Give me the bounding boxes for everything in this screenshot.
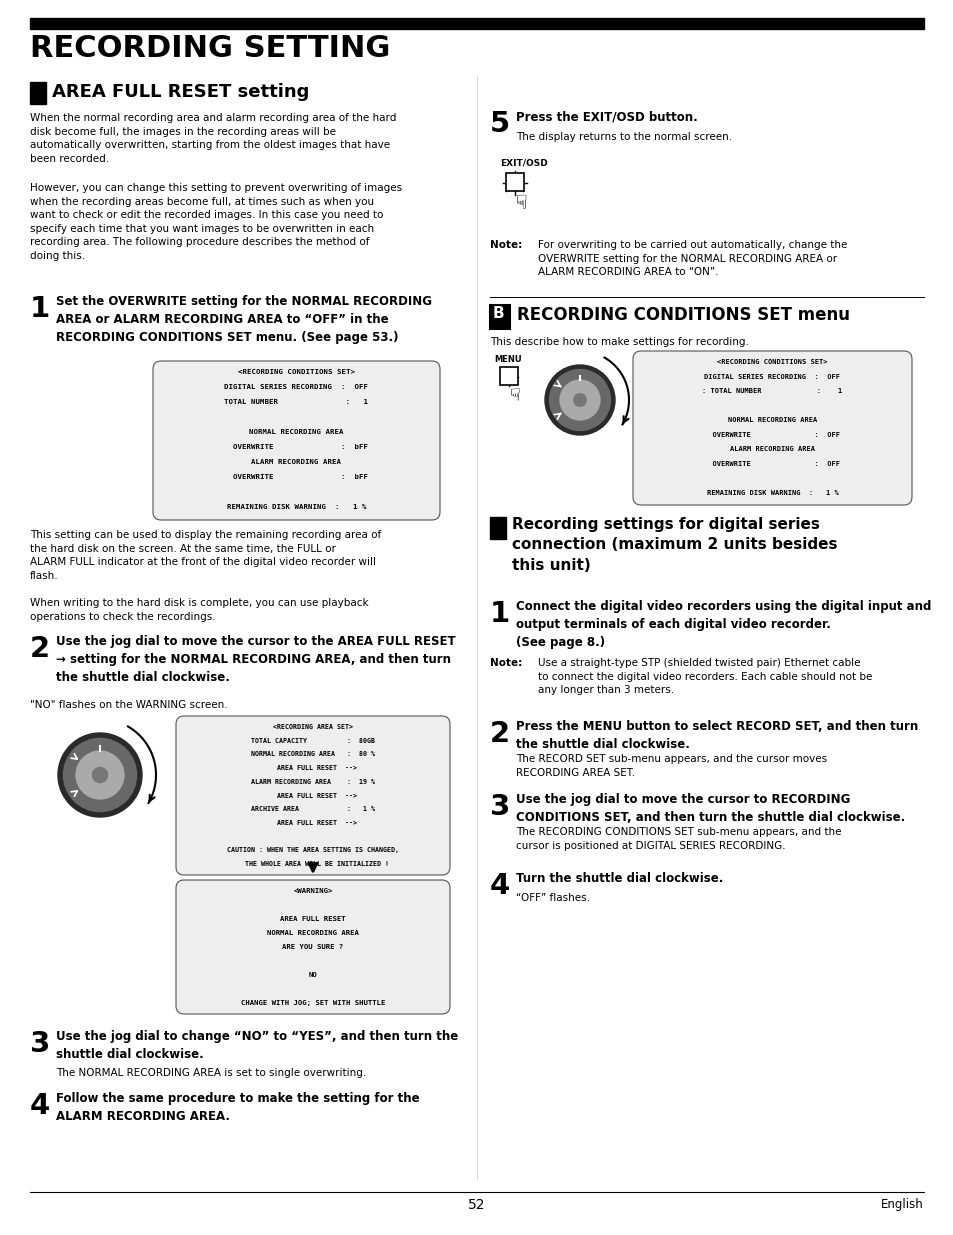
Text: 4: 4 xyxy=(30,1092,51,1120)
Text: 2: 2 xyxy=(490,720,510,748)
Text: The display returns to the normal screen.: The display returns to the normal screen… xyxy=(516,132,731,142)
Text: Press the EXIT/OSD button.: Press the EXIT/OSD button. xyxy=(516,110,697,124)
FancyBboxPatch shape xyxy=(490,305,510,329)
Text: The RECORD SET sub-menu appears, and the cursor moves
RECORDING AREA SET.: The RECORD SET sub-menu appears, and the… xyxy=(516,755,826,778)
Text: ☞: ☞ xyxy=(502,387,520,401)
Text: REMAINING DISK WARNING  :   1 %: REMAINING DISK WARNING : 1 % xyxy=(227,504,366,510)
Text: 3: 3 xyxy=(30,1030,51,1058)
Text: When writing to the hard disk is complete, you can use playback
operations to ch: When writing to the hard disk is complet… xyxy=(30,598,368,621)
Text: <RECORDING AREA SET>: <RECORDING AREA SET> xyxy=(273,724,353,730)
Text: RECORDING SETTING: RECORDING SETTING xyxy=(30,35,390,63)
Text: NORMAL RECORDING AREA: NORMAL RECORDING AREA xyxy=(727,417,817,424)
Bar xyxy=(30,19,923,28)
Text: NO: NO xyxy=(309,972,317,978)
Text: ☞: ☞ xyxy=(508,193,527,210)
Text: : TOTAL NUMBER             :    1: : TOTAL NUMBER : 1 xyxy=(701,388,841,394)
FancyBboxPatch shape xyxy=(175,881,450,1014)
Text: ALARM RECORDING AREA: ALARM RECORDING AREA xyxy=(729,446,814,452)
Text: RECORDING CONDITIONS SET menu: RECORDING CONDITIONS SET menu xyxy=(517,306,849,324)
Text: ALARM RECORDING AREA    :  19 %: ALARM RECORDING AREA : 19 % xyxy=(251,779,375,785)
Text: When the normal recording area and alarm recording area of the hard
disk become : When the normal recording area and alarm… xyxy=(30,112,395,164)
Text: <RECORDING CONDITIONS SET>: <RECORDING CONDITIONS SET> xyxy=(717,359,827,366)
Text: AREA FULL RESET  -->: AREA FULL RESET --> xyxy=(269,766,356,771)
Text: 1: 1 xyxy=(30,295,51,324)
Text: AREA FULL RESET  -->: AREA FULL RESET --> xyxy=(269,793,356,799)
Text: Use the jog dial to move the cursor to the AREA FULL RESET
→ setting for the NOR: Use the jog dial to move the cursor to t… xyxy=(56,635,456,684)
Text: OVERWRITE               :  OFF: OVERWRITE : OFF xyxy=(703,432,840,438)
Text: For overwriting to be carried out automatically, change the
OVERWRITE setting fo: For overwriting to be carried out automa… xyxy=(537,240,846,277)
Text: OVERWRITE               :  bFF: OVERWRITE : bFF xyxy=(224,474,368,480)
Text: Turn the shuttle dial clockwise.: Turn the shuttle dial clockwise. xyxy=(516,872,722,885)
Text: Follow the same procedure to make the setting for the
ALARM RECORDING AREA.: Follow the same procedure to make the se… xyxy=(56,1092,419,1123)
Text: CAUTION : WHEN THE AREA SETTING IS CHANGED,: CAUTION : WHEN THE AREA SETTING IS CHANG… xyxy=(227,847,398,853)
Text: 4: 4 xyxy=(490,872,510,900)
FancyBboxPatch shape xyxy=(633,351,911,505)
Text: AREA FULL RESET: AREA FULL RESET xyxy=(280,916,345,923)
Text: AREA FULL RESET  -->: AREA FULL RESET --> xyxy=(269,820,356,826)
Circle shape xyxy=(544,366,615,435)
Text: The RECORDING CONDITIONS SET sub-menu appears, and the
cursor is positioned at D: The RECORDING CONDITIONS SET sub-menu ap… xyxy=(516,827,841,851)
Text: OVERWRITE               :  bFF: OVERWRITE : bFF xyxy=(224,445,368,451)
Text: This setting can be used to display the remaining recording area of
the hard dis: This setting can be used to display the … xyxy=(30,530,381,580)
Bar xyxy=(30,82,46,104)
Text: Set the OVERWRITE setting for the NORMAL RECORDING
AREA or ALARM RECORDING AREA : Set the OVERWRITE setting for the NORMAL… xyxy=(56,295,432,345)
Bar xyxy=(490,517,505,538)
Text: Use the jog dial to move the cursor to RECORDING
CONDITIONS SET, and then turn t: Use the jog dial to move the cursor to R… xyxy=(516,793,904,824)
Text: 2: 2 xyxy=(30,635,51,663)
Circle shape xyxy=(549,369,610,431)
Text: NORMAL RECORDING AREA: NORMAL RECORDING AREA xyxy=(267,930,358,936)
Circle shape xyxy=(573,394,586,406)
FancyBboxPatch shape xyxy=(499,367,517,385)
Text: CHANGE WITH JOG; SET WITH SHUTTLE: CHANGE WITH JOG; SET WITH SHUTTLE xyxy=(240,1000,385,1005)
Text: AREA FULL RESET setting: AREA FULL RESET setting xyxy=(52,83,309,101)
FancyBboxPatch shape xyxy=(505,173,523,191)
Text: The NORMAL RECORDING AREA is set to single overwriting.: The NORMAL RECORDING AREA is set to sing… xyxy=(56,1068,366,1078)
Text: ALARM RECORDING AREA: ALARM RECORDING AREA xyxy=(252,459,341,466)
Text: REMAINING DISK WARNING  :   1 %: REMAINING DISK WARNING : 1 % xyxy=(706,490,838,496)
FancyBboxPatch shape xyxy=(175,716,450,876)
Text: English: English xyxy=(881,1198,923,1212)
Text: “OFF” flashes.: “OFF” flashes. xyxy=(516,893,589,903)
Circle shape xyxy=(92,767,108,783)
Text: MENU: MENU xyxy=(494,354,521,364)
Text: Note:: Note: xyxy=(490,658,521,668)
Circle shape xyxy=(559,380,599,420)
Text: "NO" flashes on the WARNING screen.: "NO" flashes on the WARNING screen. xyxy=(30,700,228,710)
Circle shape xyxy=(58,734,142,818)
Text: Use a straight-type STP (shielded twisted pair) Ethernet cable
to connect the di: Use a straight-type STP (shielded twiste… xyxy=(537,658,871,695)
Text: ARE YOU SURE ?: ARE YOU SURE ? xyxy=(282,944,343,950)
Text: Press the MENU button to select RECORD SET, and then turn
the shuttle dial clock: Press the MENU button to select RECORD S… xyxy=(516,720,918,751)
Text: TOTAL CAPACITY          :  80GB: TOTAL CAPACITY : 80GB xyxy=(251,737,375,743)
Text: NORMAL RECORDING AREA: NORMAL RECORDING AREA xyxy=(249,430,343,435)
Text: NORMAL RECORDING AREA   :  80 %: NORMAL RECORDING AREA : 80 % xyxy=(251,751,375,757)
Text: Note:: Note: xyxy=(490,240,521,249)
Text: 3: 3 xyxy=(490,793,510,821)
Circle shape xyxy=(64,739,136,811)
Text: DIGITAL SERIES RECORDING  :  OFF: DIGITAL SERIES RECORDING : OFF xyxy=(703,373,840,379)
Text: Connect the digital video recorders using the digital input and
output terminals: Connect the digital video recorders usin… xyxy=(516,600,930,650)
Text: This describe how to make settings for recording.: This describe how to make settings for r… xyxy=(490,337,748,347)
FancyBboxPatch shape xyxy=(152,361,439,520)
Text: 5: 5 xyxy=(490,110,510,138)
Text: <RECORDING CONDITIONS SET>: <RECORDING CONDITIONS SET> xyxy=(237,369,355,375)
Text: 1: 1 xyxy=(490,600,510,629)
Text: Use the jog dial to change “NO” to “YES”, and then turn the
shuttle dial clockwi: Use the jog dial to change “NO” to “YES”… xyxy=(56,1030,457,1061)
Text: OVERWRITE               :  OFF: OVERWRITE : OFF xyxy=(703,461,840,467)
Text: B: B xyxy=(493,306,504,321)
Text: ARCHIVE AREA            :   1 %: ARCHIVE AREA : 1 % xyxy=(251,806,375,813)
Text: 52: 52 xyxy=(468,1198,485,1212)
Text: TOTAL NUMBER               :   1: TOTAL NUMBER : 1 xyxy=(224,399,368,405)
Circle shape xyxy=(76,751,124,799)
Text: THE WHOLE AREA WILL BE INITIALIZED !: THE WHOLE AREA WILL BE INITIALIZED ! xyxy=(236,861,389,867)
Text: <WARNING>: <WARNING> xyxy=(293,888,333,894)
Text: Recording settings for digital series
connection (maximum 2 units besides
this u: Recording settings for digital series co… xyxy=(512,517,837,573)
Text: EXIT/OSD: EXIT/OSD xyxy=(499,158,547,167)
Text: DIGITAL SERIES RECORDING  :  OFF: DIGITAL SERIES RECORDING : OFF xyxy=(224,384,368,390)
Text: However, you can change this setting to prevent overwriting of images
when the r: However, you can change this setting to … xyxy=(30,183,402,261)
